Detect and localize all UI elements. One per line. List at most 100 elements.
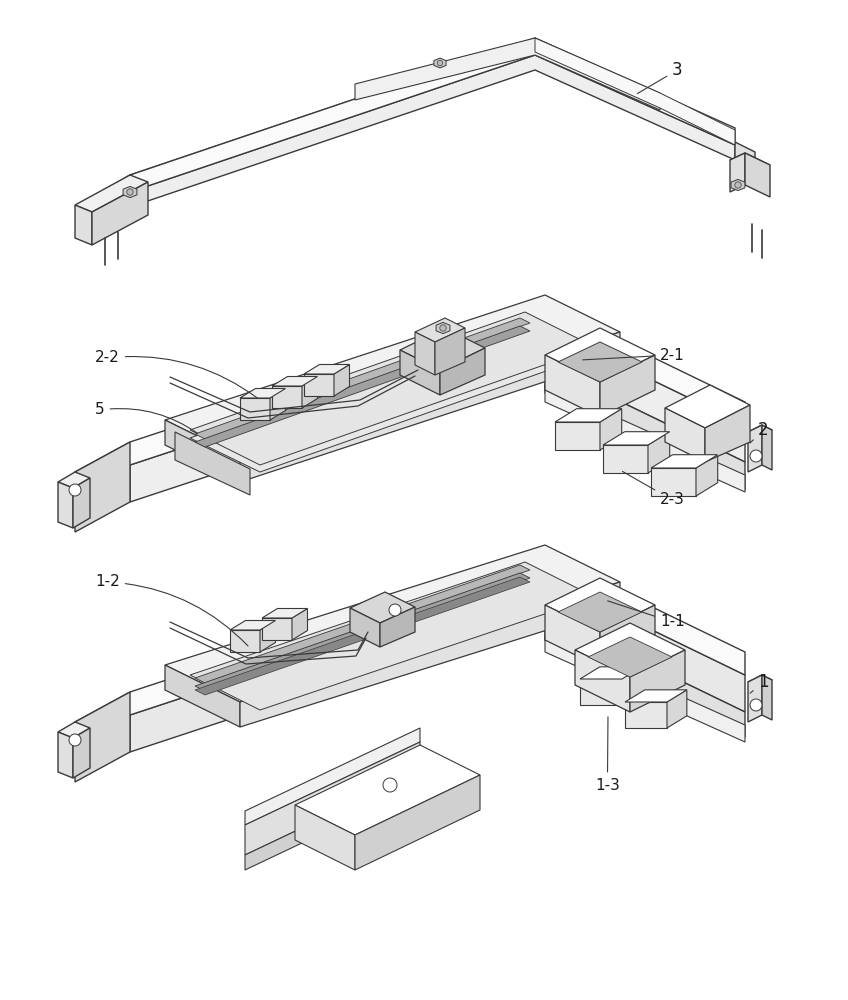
Polygon shape	[165, 295, 620, 457]
Polygon shape	[75, 305, 745, 495]
Polygon shape	[304, 364, 349, 374]
Text: 1-2: 1-2	[95, 574, 248, 646]
Polygon shape	[435, 328, 465, 375]
Polygon shape	[580, 667, 642, 679]
Circle shape	[750, 450, 762, 462]
Polygon shape	[748, 425, 762, 472]
Polygon shape	[434, 58, 446, 68]
Polygon shape	[545, 635, 745, 742]
Circle shape	[69, 734, 81, 746]
Polygon shape	[58, 482, 73, 528]
Polygon shape	[588, 637, 672, 677]
Polygon shape	[603, 445, 648, 473]
Polygon shape	[665, 385, 750, 428]
Polygon shape	[731, 179, 745, 191]
Text: 1: 1	[750, 673, 768, 693]
Polygon shape	[195, 565, 530, 683]
Polygon shape	[603, 432, 670, 445]
Polygon shape	[262, 608, 308, 618]
Polygon shape	[625, 702, 667, 728]
Polygon shape	[58, 472, 90, 488]
Polygon shape	[92, 182, 148, 245]
Polygon shape	[165, 420, 240, 482]
Polygon shape	[545, 615, 745, 737]
Polygon shape	[190, 312, 595, 465]
Polygon shape	[272, 376, 317, 386]
Circle shape	[127, 189, 133, 195]
Polygon shape	[600, 409, 622, 450]
Circle shape	[440, 325, 446, 331]
Polygon shape	[240, 582, 620, 727]
Polygon shape	[75, 442, 130, 532]
Polygon shape	[558, 592, 642, 632]
Polygon shape	[240, 332, 620, 482]
Polygon shape	[130, 55, 735, 207]
Polygon shape	[292, 608, 308, 640]
Polygon shape	[665, 408, 705, 462]
Polygon shape	[600, 355, 655, 417]
Circle shape	[735, 182, 741, 188]
Polygon shape	[580, 679, 622, 705]
Polygon shape	[575, 650, 630, 712]
Polygon shape	[260, 620, 276, 652]
Polygon shape	[545, 328, 655, 382]
Polygon shape	[600, 605, 655, 667]
Text: 2-1: 2-1	[583, 348, 684, 362]
Polygon shape	[295, 805, 355, 870]
Polygon shape	[622, 667, 642, 705]
Polygon shape	[73, 728, 90, 778]
Polygon shape	[748, 675, 772, 687]
Polygon shape	[165, 665, 240, 727]
Polygon shape	[355, 775, 480, 870]
Circle shape	[438, 60, 443, 66]
Polygon shape	[190, 318, 600, 472]
Polygon shape	[80, 175, 130, 238]
Polygon shape	[73, 478, 90, 528]
Polygon shape	[648, 432, 670, 473]
Polygon shape	[58, 732, 73, 778]
Polygon shape	[730, 153, 770, 172]
Polygon shape	[302, 376, 317, 408]
Polygon shape	[400, 350, 440, 395]
Polygon shape	[415, 332, 435, 375]
Polygon shape	[545, 578, 655, 632]
Polygon shape	[730, 153, 745, 192]
Polygon shape	[245, 742, 420, 855]
Polygon shape	[295, 745, 480, 835]
Polygon shape	[334, 364, 349, 396]
Text: 2-2: 2-2	[95, 351, 258, 398]
Polygon shape	[350, 608, 380, 647]
Polygon shape	[745, 153, 770, 197]
Polygon shape	[630, 650, 685, 712]
Polygon shape	[545, 365, 745, 490]
Polygon shape	[240, 388, 286, 398]
Polygon shape	[272, 386, 302, 408]
Polygon shape	[75, 205, 92, 245]
Polygon shape	[415, 318, 465, 342]
Polygon shape	[735, 142, 755, 170]
Polygon shape	[245, 728, 420, 825]
Text: 5: 5	[95, 402, 198, 433]
Polygon shape	[262, 618, 292, 640]
Polygon shape	[748, 425, 772, 437]
Polygon shape	[123, 186, 137, 198]
Polygon shape	[555, 422, 600, 450]
Polygon shape	[545, 355, 600, 417]
Polygon shape	[705, 405, 750, 462]
Polygon shape	[130, 578, 745, 752]
Polygon shape	[558, 342, 642, 382]
Polygon shape	[130, 328, 745, 502]
Polygon shape	[575, 623, 685, 677]
Polygon shape	[625, 690, 687, 702]
Polygon shape	[195, 577, 530, 695]
Text: 2: 2	[750, 421, 768, 443]
Polygon shape	[230, 630, 260, 652]
Polygon shape	[651, 468, 696, 496]
Text: 1-1: 1-1	[608, 601, 684, 630]
Polygon shape	[195, 573, 530, 691]
Polygon shape	[195, 326, 530, 447]
Circle shape	[383, 778, 397, 792]
Polygon shape	[58, 722, 90, 738]
Polygon shape	[270, 388, 286, 420]
Polygon shape	[245, 772, 420, 870]
